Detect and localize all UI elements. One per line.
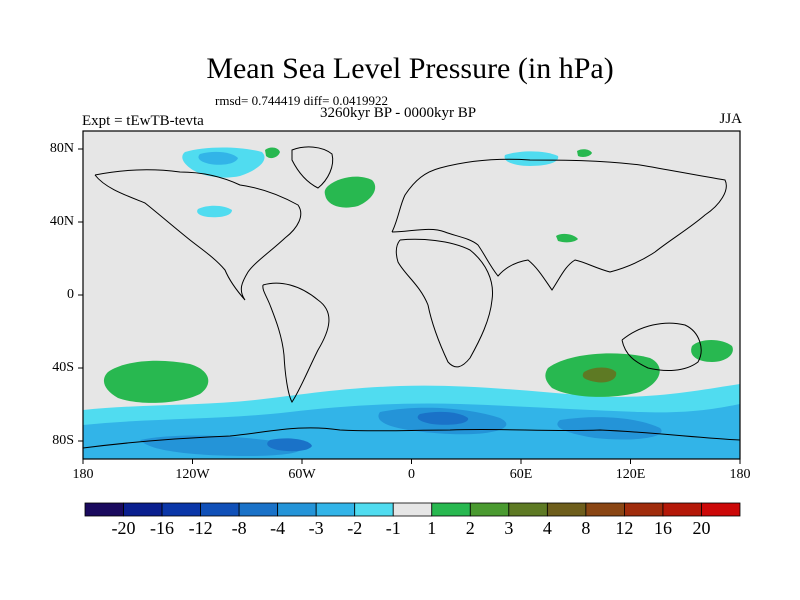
pos-arctic-small-1	[265, 147, 280, 159]
colorbar-label: 3	[504, 518, 514, 538]
anomaly-fields	[83, 147, 740, 459]
lon-label-120w: 120W	[175, 467, 210, 482]
colorbar-swatch	[624, 502, 664, 517]
colorbar-swatch	[469, 502, 510, 517]
colorbar-swatch	[84, 502, 124, 517]
colorbar-swatch	[431, 502, 471, 517]
season-label: JJA	[719, 111, 742, 127]
colorbar-swatch	[277, 502, 317, 517]
colorbar-swatch	[508, 502, 548, 517]
lat-label-40s: 40S	[52, 360, 74, 375]
colorbar-label: -2	[347, 518, 363, 538]
colorbar-swatch	[392, 502, 433, 517]
colorbar-label: -3	[308, 518, 324, 538]
coastlines	[83, 146, 740, 449]
colorbar-label: -20	[111, 518, 136, 538]
lon-label-120e: 120E	[615, 467, 646, 482]
lon-label-180w: 180	[72, 467, 94, 482]
coast-africa	[395, 238, 494, 368]
colorbar-label: -8	[231, 518, 247, 538]
coast-south-america	[262, 282, 330, 403]
colorbar-swatch	[701, 502, 741, 517]
colorbar-label: -4	[270, 518, 286, 538]
pos-greenland-sea	[324, 176, 376, 208]
map-title: Mean Sea Level Pressure (in hPa)	[206, 52, 614, 85]
colorbar-label: -16	[150, 518, 175, 538]
colorbar-label: 20	[692, 518, 711, 538]
pos-indian-ocean-core	[582, 367, 617, 383]
pos-arctic-small-2	[577, 149, 592, 157]
lon-label-0: 0	[408, 467, 415, 482]
colorbar-swatch	[123, 502, 163, 517]
coast-eurasia	[391, 158, 727, 291]
lat-label-0: 0	[67, 287, 74, 302]
antarctic-core-1	[140, 435, 302, 456]
map-ticks	[78, 148, 741, 464]
arctic-patch-siberia	[504, 151, 559, 166]
colorbar-label: 12	[615, 518, 634, 538]
colorbar-label: 1	[427, 518, 437, 538]
colorbar-swatch	[546, 502, 587, 517]
coast-australia	[621, 322, 702, 371]
antarctic-core-5	[267, 438, 312, 452]
arctic-patch-canada-inner	[198, 151, 238, 165]
colorbar-label: -1	[385, 518, 401, 538]
colorbar-label: 8	[581, 518, 591, 538]
pos-south-pacific	[103, 360, 209, 403]
lon-label-180e: 180	[729, 467, 751, 482]
period-label: 3260kyr BP - 0000kyr BP	[320, 105, 477, 121]
colorbar-swatch	[315, 502, 356, 517]
pos-asia-small	[556, 233, 578, 243]
pos-tasman	[691, 340, 733, 362]
na-patch	[197, 205, 232, 218]
antarctic-core-4	[557, 417, 662, 440]
stats-text: rmsd= 0.744419 diff= 0.0419922	[215, 93, 388, 108]
coast-antarctica	[83, 427, 740, 449]
experiment-label: Expt = tEwTB-tevta	[82, 113, 204, 129]
colorbar-swatch	[662, 502, 702, 517]
antarctic-core-3	[417, 411, 469, 425]
coast-north-america	[94, 169, 302, 301]
lat-label-40n: 40N	[49, 214, 74, 229]
coast-greenland	[291, 146, 334, 189]
colorbar-label: -12	[188, 518, 213, 538]
lon-label-60w: 60W	[288, 467, 316, 482]
colorbar-label: 16	[653, 518, 672, 538]
colorbar-swatch	[161, 502, 201, 517]
colorbar-label: 2	[465, 518, 475, 538]
colorbar-label: 4	[542, 518, 552, 538]
lon-label-60e: 60E	[509, 467, 533, 482]
colorbar-swatch	[200, 502, 240, 517]
lat-label-80n: 80N	[49, 141, 74, 156]
colorbar	[84, 502, 741, 517]
lat-label-80s: 80S	[52, 433, 74, 448]
colorbar-swatch	[238, 502, 279, 517]
colorbar-swatch	[585, 502, 625, 517]
colorbar-swatch	[354, 502, 394, 517]
